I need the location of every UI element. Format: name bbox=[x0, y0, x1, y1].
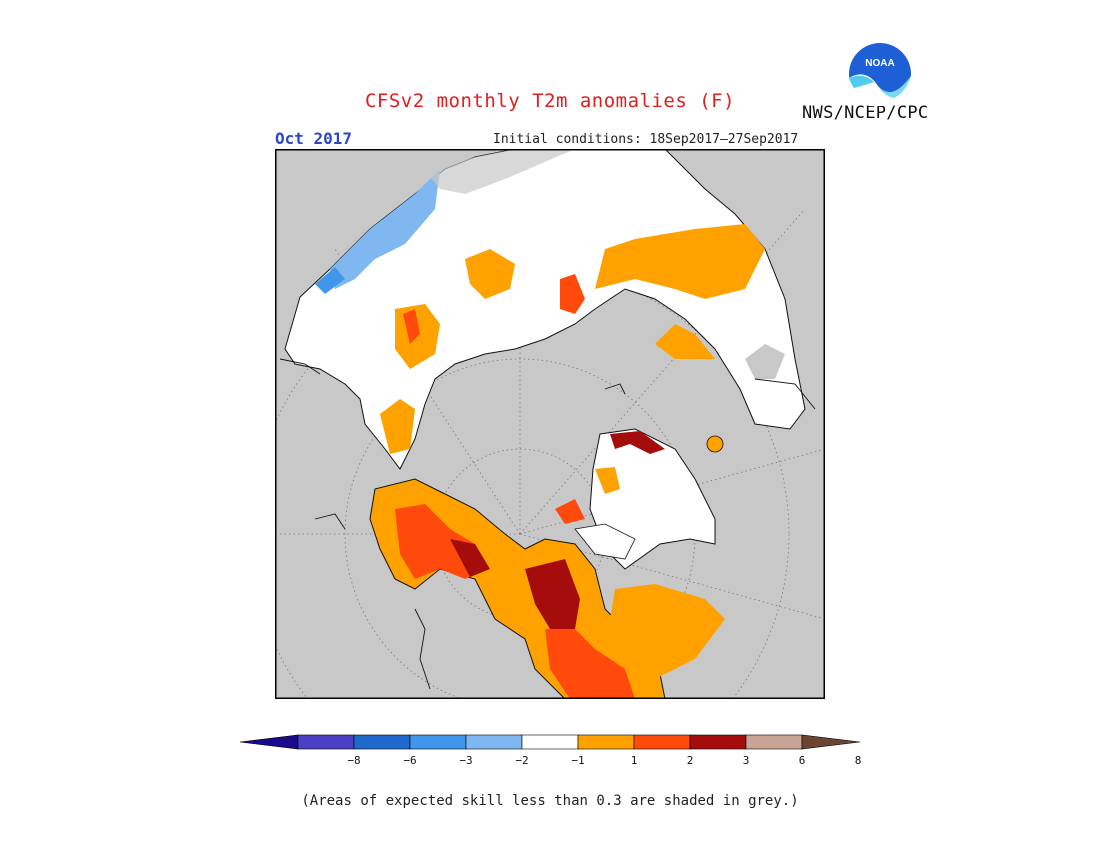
legend-tick-labels: −8 −6 −3 −2 −1 1 2 3 6 8 bbox=[347, 754, 861, 767]
legend-swatch bbox=[633, 734, 691, 750]
eurasia-land bbox=[284, 149, 806, 470]
legend-tick-label: −8 bbox=[347, 754, 360, 767]
legend-swatch bbox=[745, 734, 803, 750]
map-panel bbox=[275, 149, 825, 699]
legend-tick-label: 6 bbox=[799, 754, 806, 767]
skill-footnote: (Areas of expected skill less than 0.3 a… bbox=[301, 793, 799, 809]
noaa-logo: NOAA bbox=[849, 43, 912, 106]
legend-swatch bbox=[689, 734, 747, 750]
coastline-details bbox=[279, 358, 816, 690]
agency-label: NWS/NCEP/CPC bbox=[802, 103, 929, 123]
legend-swatch bbox=[297, 734, 355, 750]
legend-tick-label: −2 bbox=[515, 754, 528, 767]
initial-conditions-label: Initial conditions: 18Sep2017–27Sep2017 bbox=[493, 132, 799, 147]
legend-swatch bbox=[409, 734, 467, 750]
north-america-land bbox=[369, 478, 725, 699]
noaa-logo-text: NOAA bbox=[865, 58, 894, 69]
legend-swatch bbox=[577, 734, 635, 750]
legend-under-arrow bbox=[239, 734, 299, 750]
legend-swatch bbox=[465, 734, 523, 750]
valid-month-label: Oct 2017 bbox=[275, 129, 353, 148]
legend-tick-label: 2 bbox=[687, 754, 694, 767]
legend-tick-label: 3 bbox=[743, 754, 750, 767]
legend-tick-label: −3 bbox=[459, 754, 472, 767]
legend-tick-label: 8 bbox=[855, 754, 862, 767]
chart-title: CFSv2 monthly T2m anomalies (F) bbox=[364, 90, 736, 112]
legend-tick-label: −6 bbox=[403, 754, 416, 767]
legend-swatch bbox=[353, 734, 411, 750]
legend-swatches bbox=[239, 734, 861, 750]
legend-tick-label: 1 bbox=[631, 754, 638, 767]
legend-tick-label: −1 bbox=[571, 754, 584, 767]
legend-swatch bbox=[521, 734, 579, 750]
color-legend: −8 −6 −3 −2 −1 1 2 3 6 8 bbox=[239, 734, 861, 767]
map-border bbox=[275, 149, 825, 699]
legend-over-arrow bbox=[801, 734, 861, 750]
